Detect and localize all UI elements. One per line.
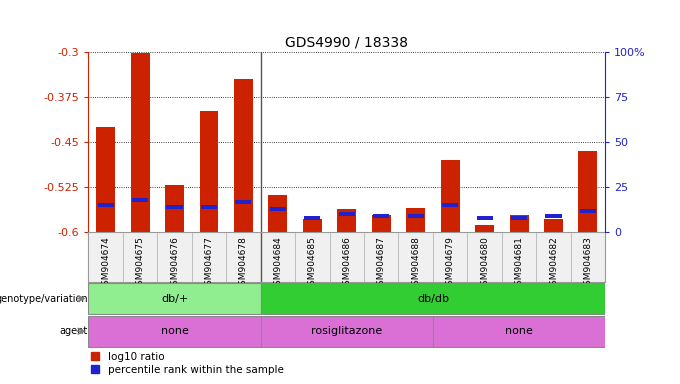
Bar xyxy=(167,205,183,209)
Title: GDS4990 / 18338: GDS4990 / 18338 xyxy=(286,35,408,49)
Text: GSM904686: GSM904686 xyxy=(342,236,352,291)
Bar xyxy=(579,151,598,232)
Text: db/db: db/db xyxy=(417,293,449,304)
Bar xyxy=(373,214,390,218)
Bar xyxy=(509,215,528,232)
Text: GSM904676: GSM904676 xyxy=(170,236,179,291)
Text: agent: agent xyxy=(59,326,88,336)
Bar xyxy=(337,209,356,232)
Bar xyxy=(96,127,115,232)
Bar xyxy=(303,219,322,232)
Text: GSM904675: GSM904675 xyxy=(135,236,145,291)
Text: GSM904682: GSM904682 xyxy=(549,236,558,291)
Text: GSM904681: GSM904681 xyxy=(515,236,524,291)
Text: none: none xyxy=(505,326,533,336)
Text: none: none xyxy=(160,326,188,336)
FancyBboxPatch shape xyxy=(260,283,605,314)
Bar xyxy=(442,203,458,207)
Bar xyxy=(269,195,288,232)
Bar xyxy=(406,208,425,232)
FancyBboxPatch shape xyxy=(88,316,260,347)
Bar xyxy=(201,205,217,209)
Bar xyxy=(407,214,424,218)
Bar xyxy=(304,216,320,220)
Bar xyxy=(339,212,355,216)
Bar xyxy=(131,53,150,232)
Text: GSM904674: GSM904674 xyxy=(101,236,110,291)
Bar xyxy=(132,198,148,202)
Bar xyxy=(372,215,391,232)
Bar xyxy=(441,160,460,232)
Bar xyxy=(545,214,562,218)
Bar xyxy=(199,111,218,232)
Text: GSM904687: GSM904687 xyxy=(377,236,386,291)
Bar xyxy=(270,207,286,211)
Bar xyxy=(97,203,114,207)
Bar xyxy=(235,200,252,204)
Bar xyxy=(544,219,563,232)
Text: db/+: db/+ xyxy=(161,293,188,304)
Text: genotype/variation: genotype/variation xyxy=(0,293,88,304)
Bar xyxy=(580,209,596,213)
Text: GSM904680: GSM904680 xyxy=(480,236,489,291)
Bar xyxy=(511,216,527,220)
Legend: log10 ratio, percentile rank within the sample: log10 ratio, percentile rank within the … xyxy=(87,348,288,379)
FancyBboxPatch shape xyxy=(88,283,260,314)
Bar xyxy=(477,216,493,220)
Bar xyxy=(234,79,253,232)
Text: GSM904678: GSM904678 xyxy=(239,236,248,291)
FancyBboxPatch shape xyxy=(433,316,605,347)
Text: GSM904679: GSM904679 xyxy=(445,236,455,291)
Text: rosiglitazone: rosiglitazone xyxy=(311,326,382,336)
Text: GSM904683: GSM904683 xyxy=(583,236,592,291)
Bar xyxy=(475,225,494,232)
Text: GSM904677: GSM904677 xyxy=(205,236,214,291)
FancyBboxPatch shape xyxy=(260,316,433,347)
Text: GSM904688: GSM904688 xyxy=(411,236,420,291)
Text: GSM904685: GSM904685 xyxy=(308,236,317,291)
Text: GSM904684: GSM904684 xyxy=(273,236,282,291)
Bar xyxy=(165,185,184,232)
